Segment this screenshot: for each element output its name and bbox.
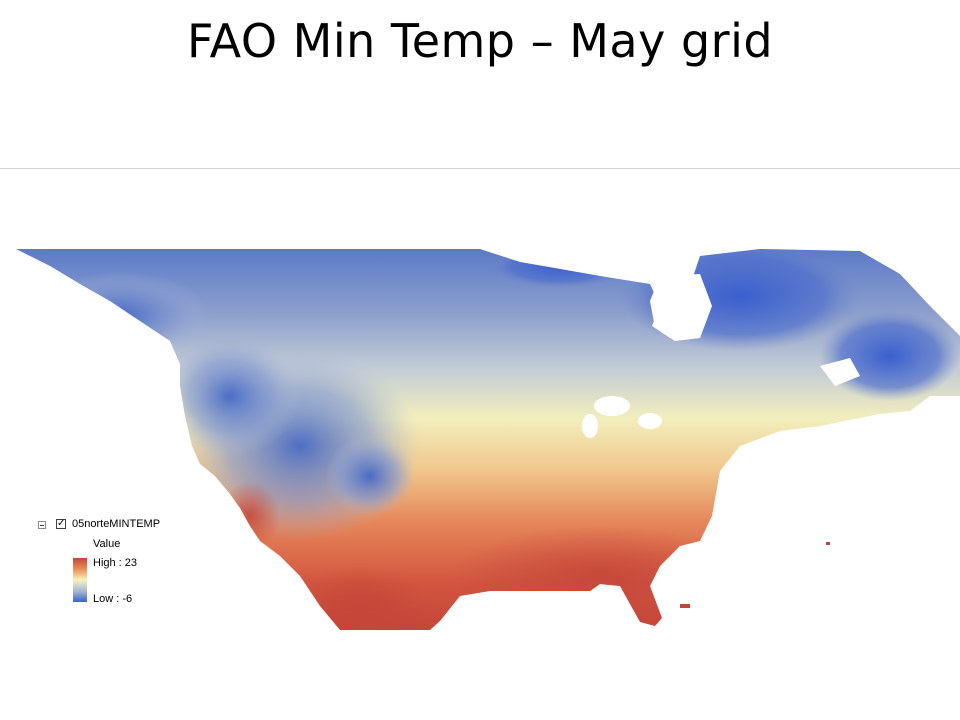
legend-low-label: Low : -6	[93, 593, 133, 605]
collapse-toggle-icon[interactable]	[38, 521, 46, 529]
slide-title: FAO Min Temp – May grid	[186, 14, 774, 68]
map-legend: ✓ 05norteMINTEMP Value High : 23 Low : -…	[36, 516, 196, 616]
layer-visibility-checkbox[interactable]: ✓	[56, 518, 66, 529]
legend-high-label: High : 23	[93, 557, 138, 569]
legend-value-header: Value	[93, 538, 121, 550]
color-ramp-swatch	[73, 558, 87, 602]
title-divider	[0, 168, 960, 169]
layer-name: 05norteMINTEMP	[72, 518, 161, 530]
temperature-map[interactable]	[0, 246, 960, 630]
